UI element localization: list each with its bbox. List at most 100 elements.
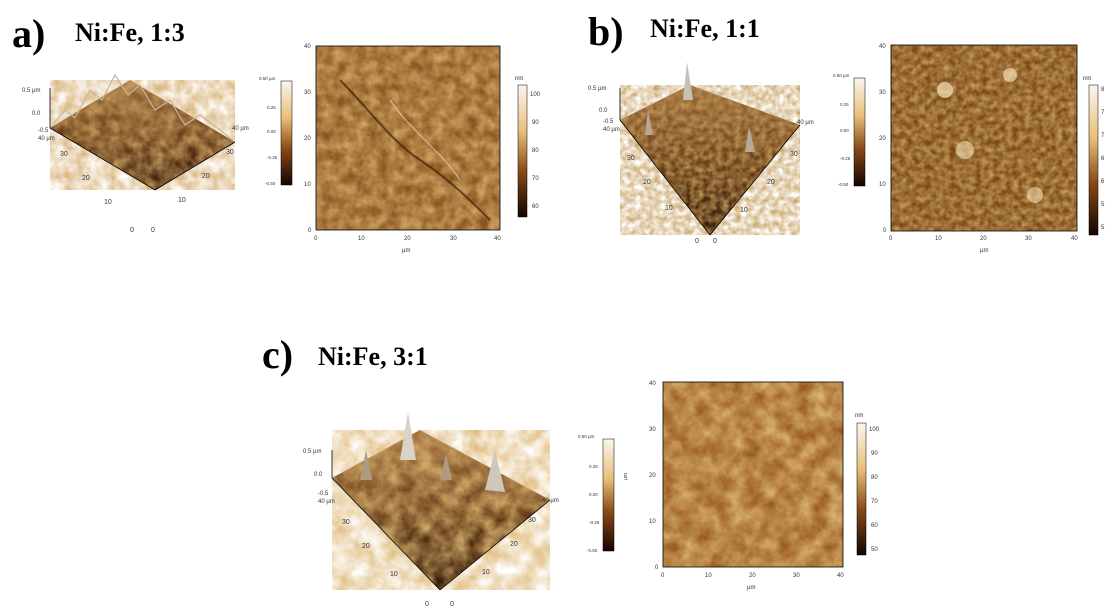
phase-tick: 0.25 [840, 102, 849, 107]
panel-a-title: Ni:Fe, 1:3 [75, 18, 185, 47]
x-tick: 30 [790, 151, 798, 158]
x-tick: 20 [510, 541, 518, 548]
x-tick: 0 [314, 236, 318, 242]
phase-side-unit: µm [623, 473, 629, 480]
z-bot-label: -0.5 [603, 119, 614, 125]
surface-peak [400, 412, 416, 460]
z-top-label: 0.5 µm [22, 88, 40, 94]
bar-tick: 80 [532, 148, 539, 154]
z-mid-label: 0.0 [314, 472, 323, 478]
y-tick: 0 [308, 228, 312, 234]
bar-tick: 60 [532, 204, 539, 210]
panel-c-title: Ni:Fe, 3:1 [318, 342, 428, 371]
z-mid-label: 0.0 [599, 108, 608, 114]
panel-c-surface-plot: 0.5 µm 0.0 -0.5 40 µm 40 µm 30 20 10 0 0… [303, 412, 559, 608]
x-tick: 30 [528, 517, 536, 524]
y-end-label: 40 µm [603, 127, 620, 133]
z-mid-label: 0.0 [32, 111, 41, 117]
y-tick: 20 [643, 179, 651, 186]
panel-b-letter: b) [588, 9, 624, 54]
y-end-label: 40 µm [38, 136, 55, 142]
y-tick: 20 [304, 136, 311, 142]
bar-tick: 5 [1101, 202, 1105, 208]
phase-top-label: 0.50 µm [259, 76, 276, 81]
x-tick: 30 [793, 573, 800, 579]
x-tick: 20 [980, 236, 987, 242]
y-tick: 40 [879, 44, 886, 50]
y-tick: 30 [304, 90, 311, 96]
bar-tick: 8 [1101, 87, 1105, 93]
y-tick: 10 [104, 199, 112, 206]
phase-top-label: 0.50 µm [833, 73, 850, 78]
y-tick: 30 [342, 519, 350, 526]
y-tick: 10 [304, 182, 311, 188]
bar-tick: 60 [871, 523, 878, 529]
bar-tick: 90 [532, 120, 539, 126]
z-bot-label: -0.5 [38, 128, 49, 134]
x-end-label: 40 µm [542, 498, 559, 504]
x-tick: 0 [151, 227, 155, 234]
y-tick: 20 [649, 473, 656, 479]
y-tick: 20 [82, 175, 90, 182]
y-tick: 0 [130, 227, 134, 234]
bar-tick: 7 [1101, 110, 1105, 116]
phase-tick: -0.50 [587, 548, 598, 553]
bar-tick: 100 [530, 92, 541, 98]
x-tick: 10 [358, 236, 365, 242]
x-tick: 0 [450, 601, 454, 608]
phase-tick: -0.25 [267, 155, 278, 160]
z-top-label: 0.5 µm [303, 449, 321, 455]
phase-tick: 0.25 [267, 105, 276, 110]
x-tick: 10 [705, 573, 712, 579]
panel-c-phase-colorbar: 0.50 µm 0.25 0.00 -0.25 -0.50 µm [578, 434, 629, 553]
x-tick: 0 [661, 573, 665, 579]
x-tick: 20 [404, 236, 411, 242]
y-tick: 10 [879, 182, 886, 188]
panel-a-height-map: 40 30 20 10 0 0 10 20 30 40 µm nm 100 90… [304, 44, 541, 254]
x-tick: 40 [837, 573, 844, 579]
x-end-label: 40 µm [797, 120, 814, 126]
phase-tick: 0.00 [589, 492, 598, 497]
bar-tick: 6 [1101, 179, 1105, 185]
bar-tick: 6 [1101, 156, 1105, 162]
y-tick: 40 [649, 381, 656, 387]
panel-a-surface-plot: 0.5 µm 0.0 -0.5 40 µm 40 µm 30 20 10 0 0… [22, 73, 249, 234]
y-tick: 30 [60, 151, 68, 158]
y-tick: 0 [425, 601, 429, 608]
phase-tick: 0.00 [267, 129, 276, 134]
panel-b-height-map: 40 30 20 10 0 0 10 20 30 40 µm nm 8 7 7 … [879, 44, 1105, 254]
y-tick: 0 [695, 238, 699, 245]
y-tick: 20 [362, 543, 370, 550]
y-tick: 30 [649, 427, 656, 433]
x-tick: 10 [740, 207, 748, 214]
x-tick: 10 [178, 197, 186, 204]
panel-a-letter: a) [12, 11, 46, 56]
x-unit-label: µm [980, 248, 988, 254]
x-tick: 0 [713, 238, 717, 245]
phase-top-label: 0.50 µm [578, 434, 595, 439]
y-tick: 30 [879, 90, 886, 96]
surface-peak [683, 62, 693, 100]
x-tick: 0 [889, 236, 893, 242]
y-tick: 10 [390, 571, 398, 578]
panel-b-title: Ni:Fe, 1:1 [650, 14, 760, 43]
bar-tick: 80 [871, 475, 878, 481]
y-tick: 0 [655, 565, 659, 571]
panel-a-phase-colorbar: 0.50 µm 0.25 0.00 -0.25 -0.50 [259, 76, 293, 186]
x-end-label: 40 µm [232, 126, 249, 132]
y-tick: 30 [627, 155, 635, 162]
bar-unit-label: nm [1083, 76, 1091, 82]
phase-tick: -0.50 [265, 181, 276, 186]
bar-tick: 70 [871, 499, 878, 505]
phase-tick: -0.25 [589, 520, 600, 525]
y-tick: 10 [665, 205, 673, 212]
y-tick: 0 [883, 228, 887, 234]
panel-c-letter: c) [262, 332, 294, 377]
bar-tick: 100 [869, 427, 880, 433]
x-tick: 20 [202, 173, 210, 180]
bar-unit-label: nm [515, 76, 523, 82]
x-unit-label: µm [747, 585, 755, 591]
y-tick: 40 [304, 44, 311, 50]
x-tick: 20 [749, 573, 756, 579]
x-tick: 40 [1071, 236, 1078, 242]
